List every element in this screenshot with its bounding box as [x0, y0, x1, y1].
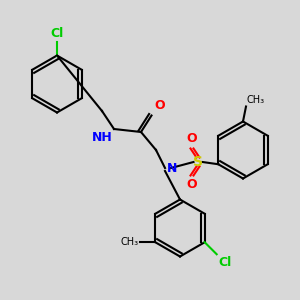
Text: Cl: Cl — [218, 256, 231, 269]
Text: S: S — [193, 155, 203, 169]
Text: CH₃: CH₃ — [121, 237, 139, 247]
Text: Cl: Cl — [50, 27, 64, 40]
Text: O: O — [154, 100, 165, 112]
Text: O: O — [187, 178, 197, 191]
Text: O: O — [187, 133, 197, 146]
Text: CH₃: CH₃ — [246, 95, 264, 105]
Text: N: N — [167, 161, 177, 175]
Text: NH: NH — [92, 130, 112, 143]
